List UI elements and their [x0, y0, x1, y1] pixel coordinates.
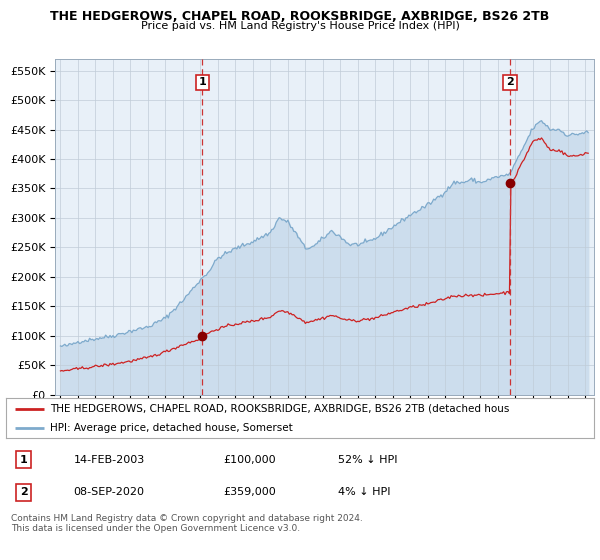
- Text: 2: 2: [506, 77, 514, 87]
- Text: £359,000: £359,000: [224, 487, 277, 497]
- Text: 1: 1: [199, 77, 206, 87]
- Text: 2: 2: [20, 487, 28, 497]
- Text: THE HEDGEROWS, CHAPEL ROAD, ROOKSBRIDGE, AXBRIDGE, BS26 2TB: THE HEDGEROWS, CHAPEL ROAD, ROOKSBRIDGE,…: [50, 10, 550, 23]
- Text: 08-SEP-2020: 08-SEP-2020: [74, 487, 145, 497]
- Text: THE HEDGEROWS, CHAPEL ROAD, ROOKSBRIDGE, AXBRIDGE, BS26 2TB (detached hous: THE HEDGEROWS, CHAPEL ROAD, ROOKSBRIDGE,…: [50, 404, 509, 414]
- Text: £100,000: £100,000: [224, 455, 276, 465]
- Text: Price paid vs. HM Land Registry's House Price Index (HPI): Price paid vs. HM Land Registry's House …: [140, 21, 460, 31]
- Text: 52% ↓ HPI: 52% ↓ HPI: [338, 455, 398, 465]
- Text: 4% ↓ HPI: 4% ↓ HPI: [338, 487, 391, 497]
- Text: Contains HM Land Registry data © Crown copyright and database right 2024.
This d: Contains HM Land Registry data © Crown c…: [11, 514, 362, 534]
- Text: HPI: Average price, detached house, Somerset: HPI: Average price, detached house, Some…: [50, 423, 293, 433]
- Text: 1: 1: [20, 455, 28, 465]
- Text: 14-FEB-2003: 14-FEB-2003: [74, 455, 145, 465]
